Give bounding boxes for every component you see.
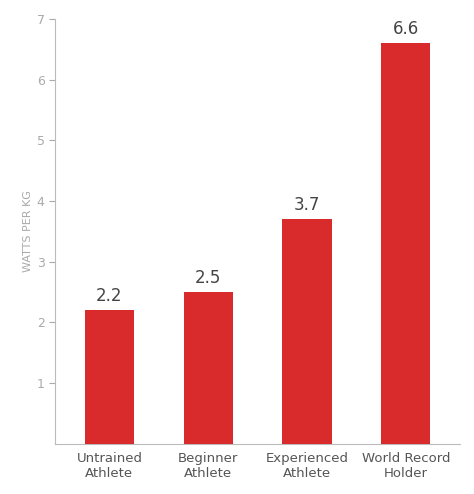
Bar bbox=[381, 43, 430, 444]
Bar bbox=[283, 219, 332, 444]
Text: 6.6: 6.6 bbox=[392, 20, 419, 38]
Y-axis label: WATTS PER KG: WATTS PER KG bbox=[23, 190, 33, 272]
Text: 2.5: 2.5 bbox=[195, 269, 221, 287]
Text: 2.2: 2.2 bbox=[96, 287, 123, 305]
Bar bbox=[183, 292, 233, 444]
Bar bbox=[85, 310, 134, 444]
Text: 3.7: 3.7 bbox=[294, 196, 320, 214]
